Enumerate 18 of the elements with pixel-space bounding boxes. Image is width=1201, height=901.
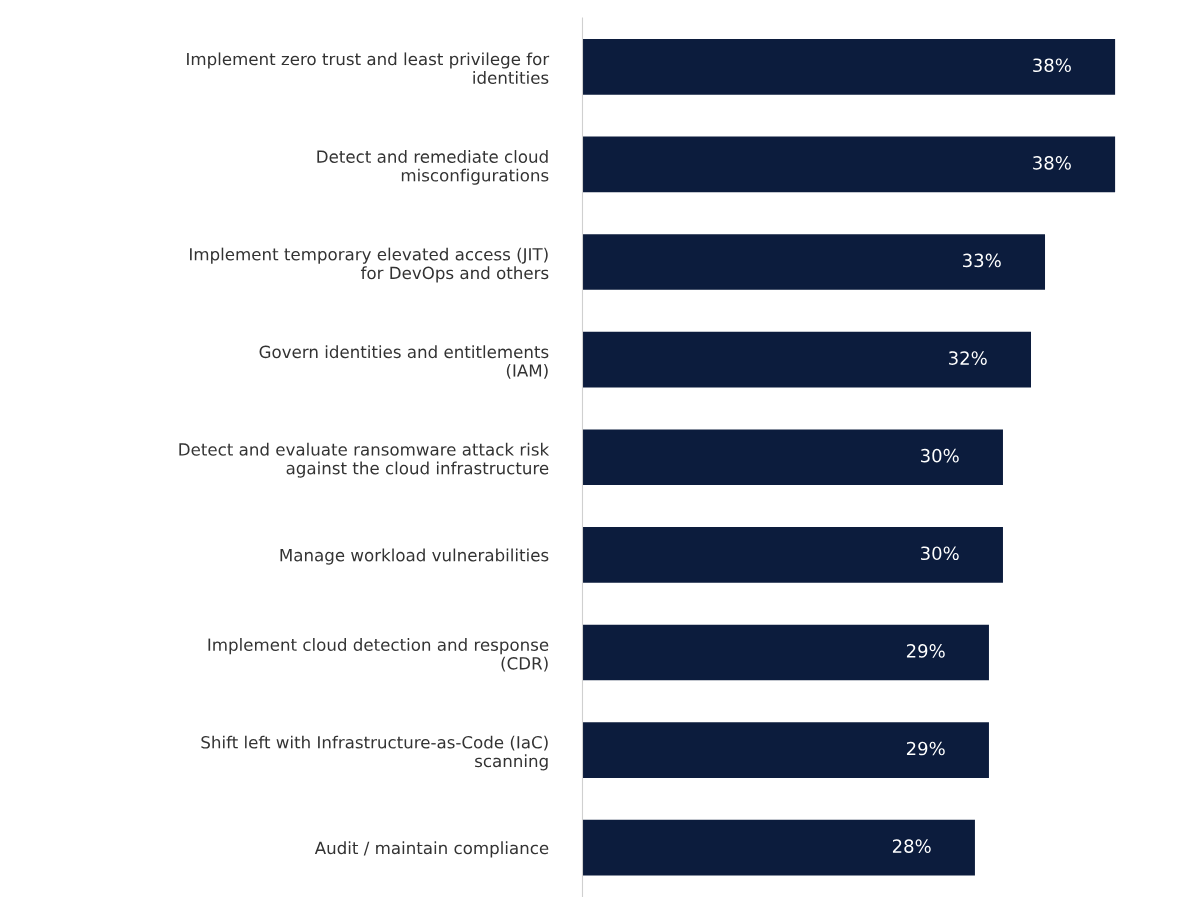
- y-tick-label: Implement zero trust and least privilege for identities: [187, 52, 550, 84]
- data-label: 30%: [921, 448, 959, 463]
- data-label: 29%: [906, 741, 945, 756]
- y-tick-label: Audit / maintain compliance: [314, 841, 549, 858]
- data-label: 32%: [949, 351, 987, 365]
- data-label: 29%: [906, 644, 945, 658]
- y-tick-label: Detect and evaluate ransomware attack risk against the cloud infrastructure: [179, 442, 550, 478]
- y-tick-label: Implement temporary elevated access (JIT) for DevOps and others: [190, 247, 549, 283]
- data-label: 38%: [1033, 156, 1071, 170]
- data-label: 38%: [1033, 58, 1071, 73]
- data-label: 33%: [963, 253, 1001, 268]
- y-tick-label: Implement cloud detection and response (CDR): [208, 638, 549, 672]
- y-tick-label: Govern identities and entitlements (IAM): [259, 345, 549, 379]
- y-tick-label: Manage workload vulnerabilities: [280, 548, 549, 565]
- data-label: 30%: [921, 546, 959, 561]
- data-label: 28%: [892, 839, 931, 853]
- y-tick-label: Detect and remediate cloud misconfigurations: [317, 150, 549, 185]
- y-tick-label: Shift left with Infrastructure-as-Code (IaC) scanning: [201, 735, 548, 771]
